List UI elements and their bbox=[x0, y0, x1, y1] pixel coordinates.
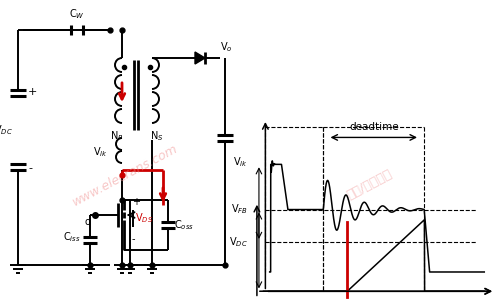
Text: V$_{lk}$: V$_{lk}$ bbox=[234, 155, 248, 169]
Text: -: - bbox=[28, 163, 32, 173]
Text: 模拟/混合信号: 模拟/混合信号 bbox=[345, 168, 395, 202]
Text: V$_{DS}$: V$_{DS}$ bbox=[135, 211, 153, 225]
Text: V$_{FB}$: V$_{FB}$ bbox=[232, 203, 248, 217]
Text: V$_{DC}$: V$_{DC}$ bbox=[0, 123, 12, 137]
Text: N$_S$: N$_S$ bbox=[150, 129, 164, 143]
Text: N$_P$: N$_P$ bbox=[110, 129, 124, 143]
Text: C$_{oss}$: C$_{oss}$ bbox=[174, 218, 194, 232]
Polygon shape bbox=[195, 52, 205, 64]
Text: o: o bbox=[84, 217, 90, 227]
Text: V$_{lk}$: V$_{lk}$ bbox=[92, 145, 108, 159]
Text: V$_{DC}$: V$_{DC}$ bbox=[230, 235, 248, 249]
Text: C$_W$: C$_W$ bbox=[69, 7, 85, 21]
Text: -: - bbox=[132, 234, 136, 244]
Text: +: + bbox=[132, 197, 140, 207]
Text: +: + bbox=[28, 87, 38, 97]
Text: www.elecrans.com: www.elecrans.com bbox=[70, 142, 180, 208]
Text: V$_o$: V$_o$ bbox=[220, 40, 232, 54]
Text: C$_{iss}$: C$_{iss}$ bbox=[63, 230, 81, 244]
Text: deadtime: deadtime bbox=[349, 122, 399, 132]
